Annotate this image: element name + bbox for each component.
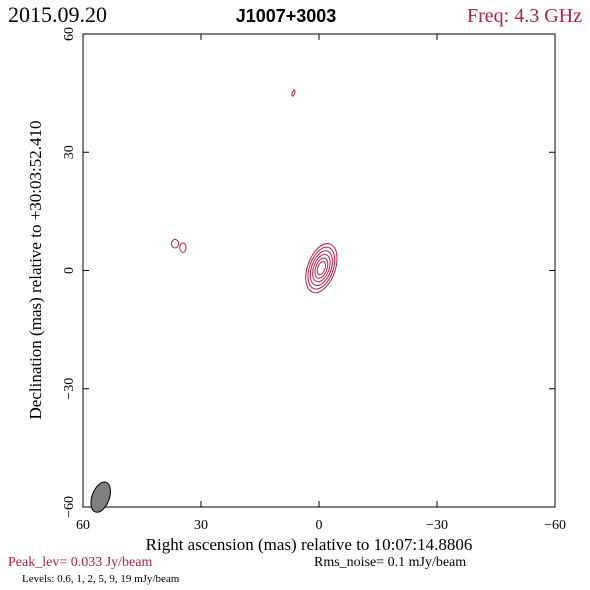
contour-level <box>305 243 338 294</box>
beam-shape <box>90 481 111 513</box>
contour-level <box>307 246 336 290</box>
y-tick-label: 60 <box>62 27 77 41</box>
x-tick-label: 30 <box>194 518 208 533</box>
contour-level <box>312 253 331 283</box>
plot-frame <box>82 33 556 508</box>
contours <box>171 89 338 294</box>
observation-date: 2015.09.20 <box>8 2 107 27</box>
rms-noise: Rms_noise= 0.1 mJy/beam <box>314 555 466 570</box>
peak-level: Peak_lev= 0.033 Jy/beam <box>8 555 152 570</box>
x-tick-label: 0 <box>316 518 323 533</box>
frequency-label: Freq: 4.3 GHz <box>467 5 582 27</box>
contour-level <box>314 257 329 279</box>
y-tick-labels: −60 −30 0 30 60 <box>62 27 77 518</box>
y-tick-label: −60 <box>62 496 77 518</box>
x-tick-labels: 60 30 0 −30 −60 <box>76 518 566 533</box>
y-tick-label: 30 <box>62 145 77 159</box>
axis-ticks <box>82 33 556 508</box>
y-tick-label: −30 <box>62 378 77 400</box>
beam-ellipse <box>90 481 111 513</box>
contour-level <box>291 89 296 97</box>
contour-level <box>316 261 326 276</box>
x-axis-label: Right ascension (mas) relative to 10:07:… <box>146 535 473 554</box>
y-tick-label: 0 <box>62 267 77 274</box>
x-tick-label: −30 <box>426 518 448 533</box>
contour-level <box>171 238 180 249</box>
x-tick-label: 60 <box>76 518 90 533</box>
source-name: J1007+3003 <box>236 6 337 26</box>
x-tick-label: −60 <box>544 518 566 533</box>
contour-levels: Levels: 0.6, 1, 2, 5, 9, 19 mJy/beam <box>22 573 180 585</box>
contour-level <box>179 242 187 253</box>
y-axis-label: Declination (mas) relative to +30:03:52.… <box>26 121 45 420</box>
contour-level <box>309 250 333 286</box>
